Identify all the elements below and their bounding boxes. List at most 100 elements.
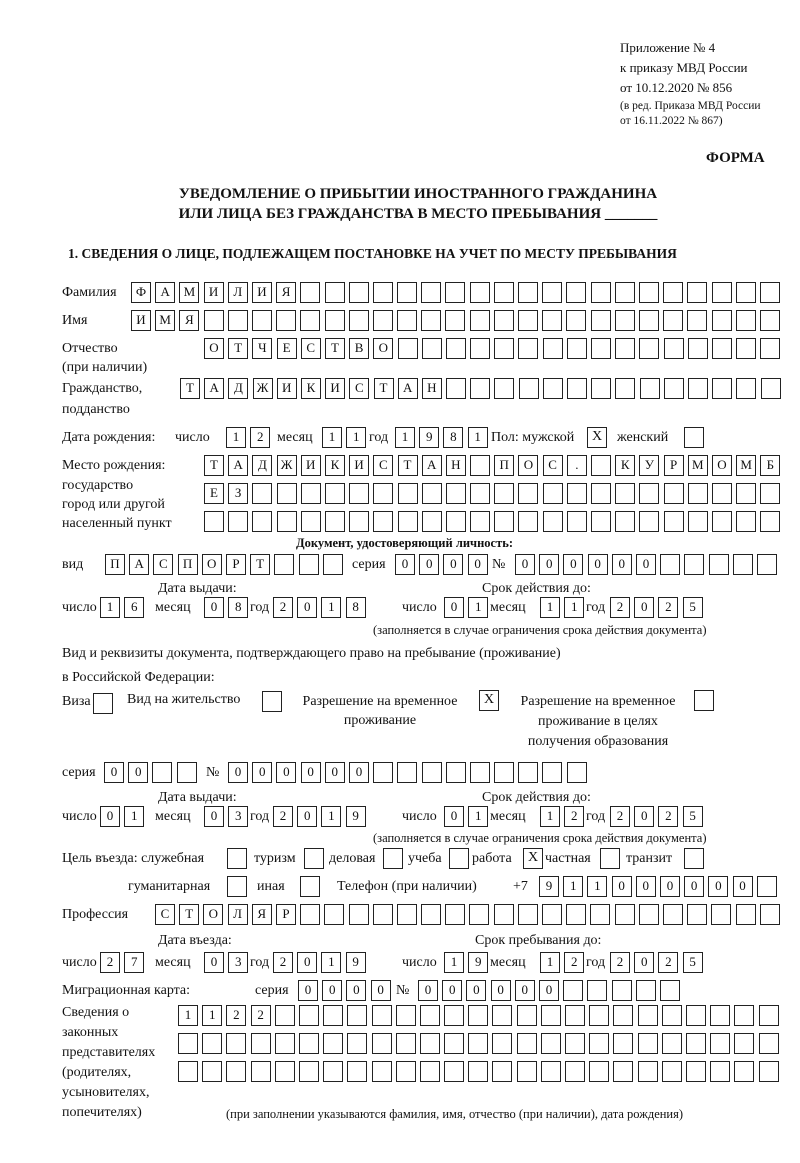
- char-cell[interactable]: О: [204, 338, 224, 359]
- char-cell[interactable]: 1: [226, 427, 246, 448]
- char-cell[interactable]: [710, 1005, 731, 1026]
- char-cell[interactable]: 1: [468, 597, 489, 618]
- char-cell[interactable]: [395, 1005, 416, 1026]
- char-cell[interactable]: [397, 310, 418, 331]
- char-cell[interactable]: 0: [297, 597, 318, 618]
- char-cell[interactable]: [252, 511, 273, 532]
- char-cell[interactable]: [322, 554, 343, 575]
- char-cell[interactable]: 0: [395, 554, 415, 575]
- purpose-other-checkbox[interactable]: [300, 876, 320, 897]
- char-cell[interactable]: [685, 1033, 706, 1054]
- char-cell[interactable]: [228, 511, 249, 532]
- char-cell[interactable]: 1: [468, 806, 489, 827]
- char-cell[interactable]: С: [373, 455, 394, 476]
- char-cell[interactable]: Т: [397, 455, 418, 476]
- residence-permit-checkbox[interactable]: [262, 691, 282, 712]
- char-cell[interactable]: [421, 282, 442, 303]
- char-cell[interactable]: 0: [297, 952, 318, 973]
- char-cell[interactable]: 0: [204, 952, 224, 973]
- char-cell[interactable]: [639, 511, 660, 532]
- char-cell[interactable]: [542, 483, 563, 504]
- char-cell[interactable]: С: [153, 554, 174, 575]
- purpose-work-checkbox[interactable]: X: [523, 848, 543, 869]
- char-cell[interactable]: 2: [273, 806, 293, 827]
- char-cell[interactable]: 0: [346, 980, 367, 1001]
- char-cell[interactable]: [758, 1033, 779, 1054]
- char-cell[interactable]: 0: [300, 762, 321, 783]
- char-cell[interactable]: [397, 483, 418, 504]
- char-cell[interactable]: 9: [345, 952, 366, 973]
- char-cell[interactable]: 0: [228, 762, 248, 783]
- char-cell[interactable]: 0: [298, 980, 318, 1001]
- char-cell[interactable]: [468, 1061, 489, 1082]
- char-cell[interactable]: Т: [179, 904, 200, 925]
- char-cell[interactable]: [300, 511, 321, 532]
- char-cell[interactable]: [736, 511, 757, 532]
- char-cell[interactable]: 1: [178, 1005, 198, 1026]
- char-cell[interactable]: [298, 1033, 319, 1054]
- purpose-study-checkbox[interactable]: [449, 848, 469, 869]
- char-cell[interactable]: 1: [540, 952, 560, 973]
- char-cell[interactable]: [323, 1005, 344, 1026]
- char-cell[interactable]: [566, 762, 587, 783]
- char-cell[interactable]: [542, 338, 563, 359]
- char-cell[interactable]: 1: [540, 597, 560, 618]
- char-cell[interactable]: Е: [276, 338, 297, 359]
- char-cell[interactable]: [662, 904, 683, 925]
- char-cell[interactable]: [663, 282, 684, 303]
- char-cell[interactable]: [759, 282, 780, 303]
- char-cell[interactable]: Д: [252, 455, 273, 476]
- char-cell[interactable]: [470, 511, 491, 532]
- char-cell[interactable]: 0: [442, 980, 463, 1001]
- char-cell[interactable]: [421, 483, 442, 504]
- char-cell[interactable]: [663, 378, 684, 399]
- char-cell[interactable]: 0: [563, 554, 584, 575]
- char-cell[interactable]: [371, 1033, 392, 1054]
- char-cell[interactable]: 1: [346, 427, 367, 448]
- char-cell[interactable]: [518, 310, 538, 331]
- char-cell[interactable]: [566, 338, 587, 359]
- char-cell[interactable]: [663, 511, 684, 532]
- char-cell[interactable]: [711, 904, 732, 925]
- char-cell[interactable]: [470, 338, 491, 359]
- char-cell[interactable]: [516, 1005, 537, 1026]
- char-cell[interactable]: 7: [124, 952, 145, 973]
- char-cell[interactable]: И: [203, 282, 224, 303]
- char-cell[interactable]: Л: [227, 282, 248, 303]
- char-cell[interactable]: 0: [611, 876, 632, 897]
- char-cell[interactable]: И: [131, 310, 151, 331]
- char-cell[interactable]: А: [204, 378, 225, 399]
- char-cell[interactable]: Т: [228, 338, 249, 359]
- char-cell[interactable]: [563, 980, 584, 1001]
- char-cell[interactable]: [711, 338, 732, 359]
- char-cell[interactable]: [659, 980, 680, 1001]
- char-cell[interactable]: [204, 511, 224, 532]
- char-cell[interactable]: [349, 483, 370, 504]
- char-cell[interactable]: [444, 1061, 465, 1082]
- sex-female-checkbox[interactable]: [684, 427, 704, 448]
- char-cell[interactable]: [251, 310, 272, 331]
- char-cell[interactable]: И: [276, 378, 297, 399]
- char-cell[interactable]: 0: [418, 980, 438, 1001]
- char-cell[interactable]: [324, 904, 345, 925]
- char-cell[interactable]: [518, 762, 539, 783]
- char-cell[interactable]: [663, 483, 684, 504]
- char-cell[interactable]: [202, 1061, 223, 1082]
- char-cell[interactable]: [615, 511, 636, 532]
- char-cell[interactable]: З: [228, 483, 249, 504]
- char-cell[interactable]: [252, 483, 273, 504]
- birth-place-row-3[interactable]: [204, 511, 785, 532]
- char-cell[interactable]: [421, 338, 442, 359]
- char-cell[interactable]: [276, 310, 297, 331]
- char-cell[interactable]: [638, 310, 659, 331]
- char-cell[interactable]: [591, 378, 612, 399]
- char-cell[interactable]: 0: [466, 980, 487, 1001]
- char-cell[interactable]: 0: [444, 806, 464, 827]
- char-cell[interactable]: [444, 1033, 465, 1054]
